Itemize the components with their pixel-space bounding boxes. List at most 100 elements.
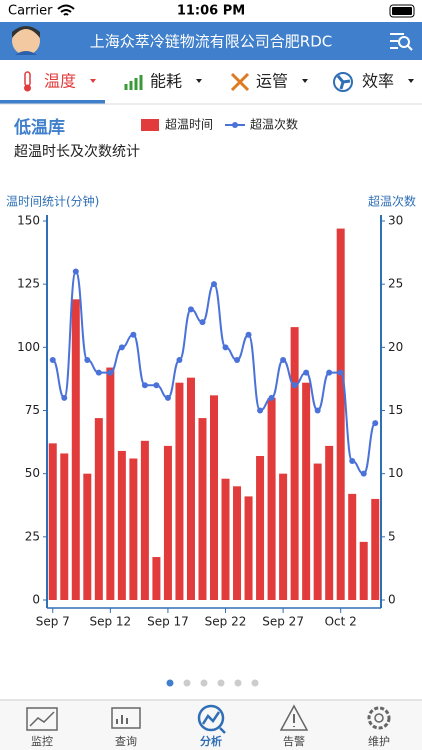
legend-swatch xyxy=(141,119,159,131)
y2-tick-label: 30 xyxy=(388,214,403,228)
line-point xyxy=(49,356,56,363)
bar xyxy=(60,453,69,600)
line-point xyxy=(72,268,79,275)
line-point xyxy=(268,394,275,401)
bar xyxy=(221,478,230,600)
tab-indicator xyxy=(0,100,105,104)
thermometer-bulb xyxy=(24,84,31,92)
line-point xyxy=(372,420,379,427)
y-tick-label: 125 xyxy=(17,277,40,291)
tab-label[interactable]: 运管 xyxy=(256,72,288,91)
x-tick-label: Oct 2 xyxy=(325,615,357,629)
status-bar xyxy=(0,0,422,22)
bar xyxy=(129,458,138,600)
search-handle xyxy=(407,45,413,51)
tab-icons xyxy=(24,71,353,92)
nav-label[interactable]: 维护 xyxy=(368,734,390,748)
bar xyxy=(348,493,357,600)
nav-label[interactable]: 查询 xyxy=(115,734,137,748)
bar xyxy=(48,443,57,600)
tab-caret xyxy=(302,79,308,83)
query-icon xyxy=(111,707,141,729)
pagination xyxy=(166,679,259,687)
y2-axis-title: 超温次数 xyxy=(368,194,416,209)
legend-swatch-dot xyxy=(232,122,238,128)
monitor-line xyxy=(29,711,55,727)
header-bar xyxy=(0,22,422,60)
nav-label[interactable]: 监控 xyxy=(31,734,53,748)
line-point xyxy=(222,344,229,351)
x-tick-label: Sep 12 xyxy=(89,615,131,629)
bar xyxy=(256,455,265,600)
bar xyxy=(83,473,92,600)
avatar-hair xyxy=(12,26,40,38)
carrier: Carrier xyxy=(8,4,53,19)
page-dot[interactable] xyxy=(200,679,208,687)
bar xyxy=(210,395,218,600)
y2-tick-label: 20 xyxy=(388,340,403,354)
clock: 11:06 PM xyxy=(177,4,245,19)
page-dot[interactable] xyxy=(234,679,242,687)
x-tick-label: Sep 22 xyxy=(205,615,247,629)
bar xyxy=(152,557,161,600)
y-tick-label: 0 xyxy=(32,593,40,607)
y2-tick-label: 25 xyxy=(388,277,403,291)
page-dot-active[interactable] xyxy=(166,679,174,687)
bar xyxy=(163,445,172,600)
x-tick-label: Sep 17 xyxy=(147,615,189,629)
settings-icon xyxy=(367,706,391,730)
y2-tick-label: 5 xyxy=(388,529,396,543)
settings-hub xyxy=(374,713,384,723)
y2-tick-label: 15 xyxy=(388,403,403,417)
search-circle xyxy=(398,36,410,48)
bar xyxy=(94,418,103,600)
chart-title: 低温库 xyxy=(13,117,65,138)
tools-icon xyxy=(230,72,250,92)
tab-caret xyxy=(408,79,414,83)
x-tick-label: Sep 7 xyxy=(36,615,70,629)
y-tick-label: 50 xyxy=(25,466,40,480)
y-tick-label: 25 xyxy=(25,529,40,543)
line-point xyxy=(337,369,344,376)
line-point xyxy=(303,369,310,376)
y2-tick-label: 0 xyxy=(388,593,396,607)
bar xyxy=(267,397,276,600)
bar xyxy=(290,327,299,600)
page-dot[interactable] xyxy=(251,679,259,687)
line-point xyxy=(141,382,148,389)
bar xyxy=(198,418,207,600)
line-point xyxy=(211,281,217,288)
nav-label[interactable]: 告警 xyxy=(283,734,305,748)
page-dot[interactable] xyxy=(217,679,225,687)
page-dot[interactable] xyxy=(183,679,191,687)
tab-caret xyxy=(196,79,202,83)
tab-label[interactable]: 温度 xyxy=(44,72,76,91)
line-point xyxy=(360,470,367,477)
menu-search-icon[interactable] xyxy=(390,33,413,51)
bar xyxy=(117,450,126,600)
fan-icon xyxy=(333,72,353,92)
line-point xyxy=(107,369,114,376)
nav-icons xyxy=(26,704,391,734)
chart-subtitle: 超温时长及次数统计 xyxy=(14,144,140,160)
y2-tick-label: 10 xyxy=(388,466,403,480)
bar xyxy=(371,498,380,600)
energy-icon xyxy=(124,75,143,90)
battery xyxy=(389,4,415,18)
header-title: 上海众萃冷链物流有限公司合肥RDC xyxy=(90,33,332,51)
line-point xyxy=(199,319,206,326)
nav-label[interactable]: 分析 xyxy=(200,734,222,748)
line-point xyxy=(95,369,102,376)
line-point xyxy=(280,356,287,363)
tab-label[interactable]: 能耗 xyxy=(150,72,182,91)
analysis-line xyxy=(201,711,226,734)
avatar[interactable] xyxy=(12,26,40,55)
line-point xyxy=(61,394,68,401)
battery-level xyxy=(392,7,412,15)
line-point xyxy=(153,382,160,389)
tab-label[interactable]: 效率 xyxy=(362,72,394,91)
monitor-icon xyxy=(26,707,58,731)
line-point xyxy=(84,356,91,363)
bar xyxy=(186,377,195,600)
